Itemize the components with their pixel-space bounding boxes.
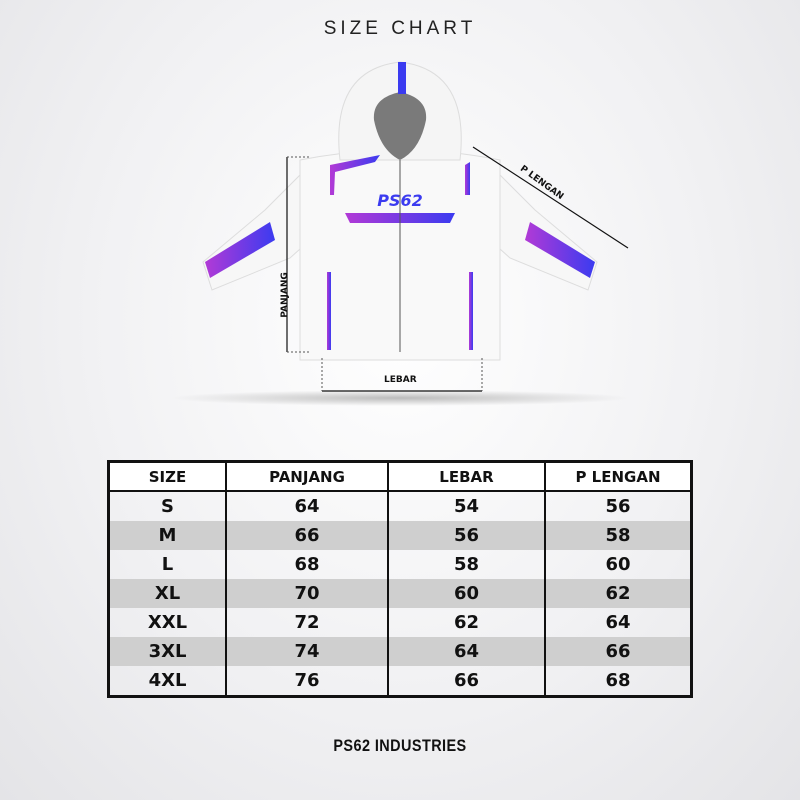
table-row: L 68 58 60 (107, 550, 693, 579)
table-row: 4XL 76 66 68 (107, 666, 693, 697)
cell-panjang: 68 (225, 550, 389, 579)
cell-size: XL (107, 579, 227, 608)
cell-size: XXL (107, 608, 227, 637)
cell-lebar: 60 (387, 579, 546, 608)
cell-lebar: 66 (387, 666, 546, 697)
cell-lebar: 62 (387, 608, 546, 637)
cell-p-lengan: 62 (544, 579, 693, 608)
cell-p-lengan: 60 (544, 550, 693, 579)
cell-panjang: 74 (225, 637, 389, 666)
cell-size: 4XL (107, 666, 227, 697)
cell-panjang: 64 (225, 491, 389, 521)
cell-panjang: 70 (225, 579, 389, 608)
header-panjang: PANJANG (225, 460, 389, 492)
cell-size: M (107, 521, 227, 550)
table-row: M 66 56 58 (107, 521, 693, 550)
table-row: XXL 72 62 64 (107, 608, 693, 637)
table-row: S 64 54 56 (107, 491, 693, 521)
cell-lebar: 56 (387, 521, 546, 550)
table-header-row: SIZE PANJANG LEBAR P LENGAN (107, 460, 693, 492)
size-table: SIZE PANJANG LEBAR P LENGAN S 64 54 56 M 66 56… (107, 460, 693, 698)
cell-panjang: 76 (225, 666, 389, 697)
cell-size: L (107, 550, 227, 579)
cell-size: 3XL (107, 637, 227, 666)
jacket-illustration: PS62 (170, 61, 630, 406)
panjang-label: PANJANG (279, 272, 290, 318)
cell-panjang: 72 (225, 608, 389, 637)
cell-p-lengan: 58 (544, 521, 693, 550)
cell-size: S (107, 491, 227, 521)
cell-lebar: 54 (387, 491, 546, 521)
cell-p-lengan: 66 (544, 637, 693, 666)
cell-p-lengan: 56 (544, 491, 693, 521)
header-p-lengan: P LENGAN (544, 460, 693, 492)
cell-lebar: 64 (387, 637, 546, 666)
header-lebar: LEBAR (387, 460, 546, 492)
lebar-label: LEBAR (384, 375, 417, 385)
brand-footer: PS62 INDUSTRIES (333, 736, 467, 755)
table-row: XL 70 60 62 (107, 579, 693, 608)
cell-lebar: 58 (387, 550, 546, 579)
page-title: SIZE CHART (323, 18, 477, 39)
cell-panjang: 66 (225, 521, 389, 550)
cell-p-lengan: 68 (544, 666, 693, 697)
header-size: SIZE (107, 460, 227, 492)
table-row: 3XL 74 64 66 (107, 637, 693, 666)
cell-p-lengan: 64 (544, 608, 693, 637)
